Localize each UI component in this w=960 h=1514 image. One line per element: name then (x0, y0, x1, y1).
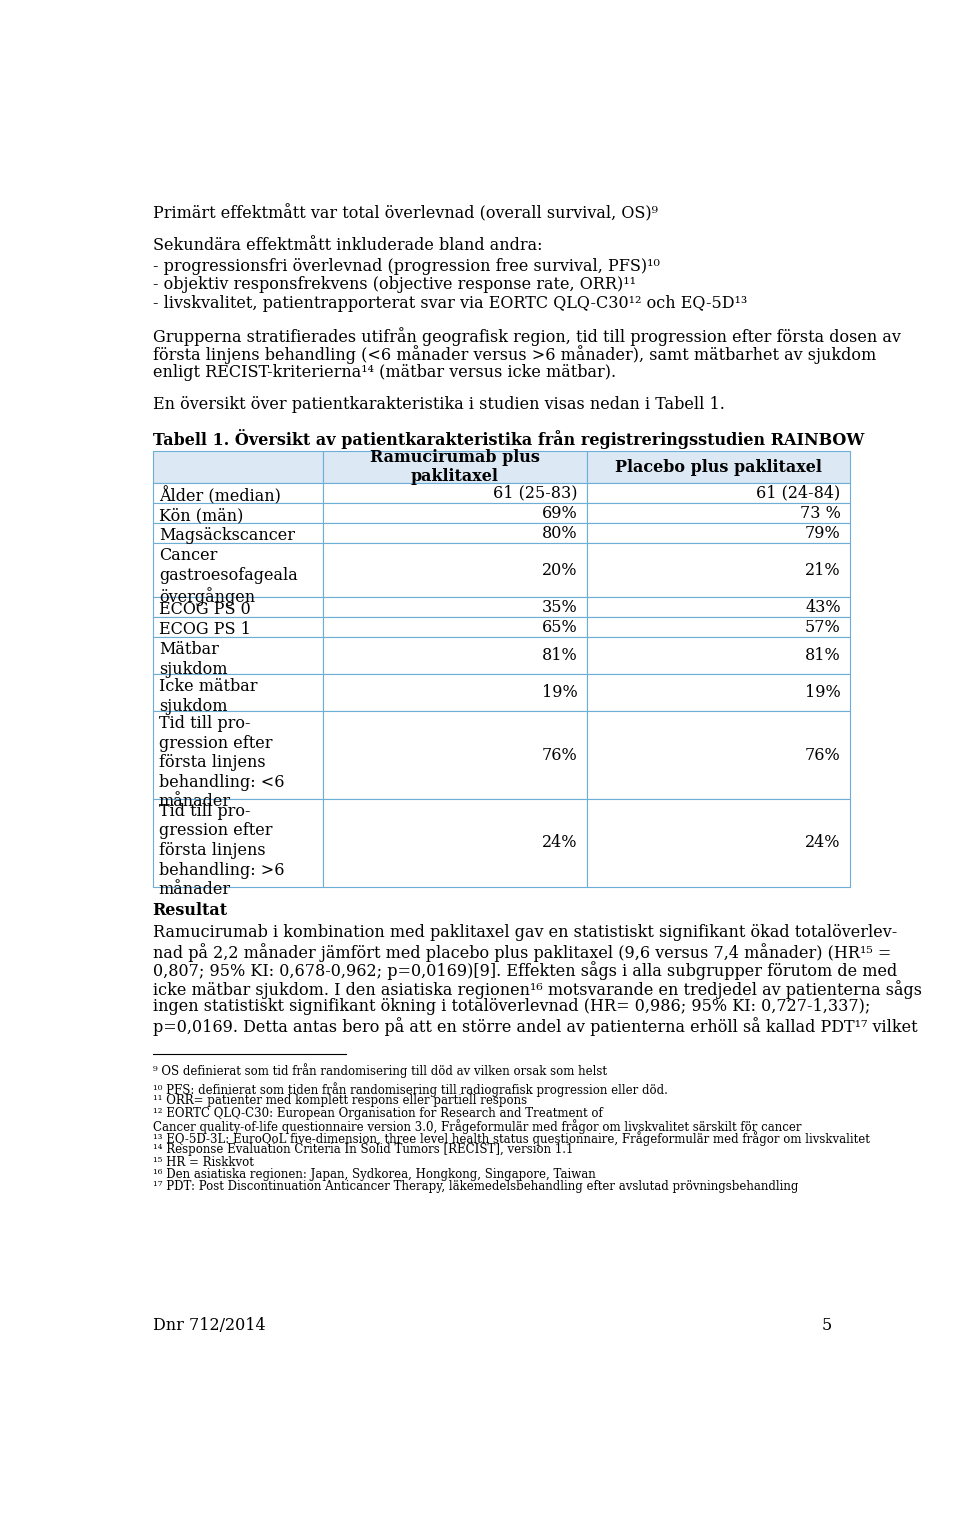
Bar (587, 674, 850, 712)
Text: 79%: 79% (805, 525, 841, 542)
Text: Placebo plus paklitaxel: Placebo plus paklitaxel (614, 459, 822, 475)
Bar (324, 524, 587, 544)
Text: Tid till pro-
gression efter
första linjens
behandling: >6
månader: Tid till pro- gression efter första linj… (158, 802, 284, 898)
Text: Resultat: Resultat (153, 902, 228, 919)
Bar (153, 799, 324, 887)
Bar (153, 451, 324, 483)
Text: Tid till pro-
gression efter
första linjens
behandling: <6
månader: Tid till pro- gression efter första linj… (158, 715, 284, 810)
Text: icke mätbar sjukdom. I den asiatiska regionen¹⁶ motsvarande en tredjedel av pati: icke mätbar sjukdom. I den asiatiska reg… (153, 980, 922, 999)
Text: första linjens behandling (<6 månader versus >6 månader), samt mätbarhet av sjuk: första linjens behandling (<6 månader ve… (153, 345, 876, 365)
Text: Magsäckscancer: Magsäckscancer (158, 527, 295, 544)
Bar (153, 483, 324, 503)
Text: Cancer
gastroesofageala
övergången: Cancer gastroesofageala övergången (158, 547, 298, 606)
Text: 76%: 76% (541, 746, 577, 763)
Text: Ålder (median): Ålder (median) (158, 488, 280, 506)
Text: ¹² EORTC QLQ-C30: European Organisation for Research and Treatment of: ¹² EORTC QLQ-C30: European Organisation … (153, 1107, 602, 1119)
Text: 19%: 19% (805, 684, 841, 701)
Text: ¹⁴ Response Evaluation Criteria In Solid Tumors [RECIST], version 1.1: ¹⁴ Response Evaluation Criteria In Solid… (153, 1143, 573, 1157)
Bar (587, 524, 850, 544)
Text: Tabell 1. Översikt av patientkarakteristika från registreringsstudien RAINBOW: Tabell 1. Översikt av patientkarakterist… (153, 428, 864, 448)
Text: 24%: 24% (805, 834, 841, 851)
Bar (324, 597, 587, 618)
Bar (324, 712, 587, 799)
Text: 65%: 65% (541, 619, 577, 636)
Text: Ramucirumab i kombination med paklitaxel gav en statistiskt signifikant ökad tot: Ramucirumab i kombination med paklitaxel… (153, 925, 897, 942)
Bar (153, 597, 324, 618)
Text: 69%: 69% (541, 504, 577, 522)
Text: ECOG PS 0: ECOG PS 0 (158, 601, 251, 618)
Text: 24%: 24% (541, 834, 577, 851)
Bar (324, 544, 587, 597)
Text: ¹⁷ PDT: Post Discontinuation Anticancer Therapy, läkemedelsbehandling efter avsl: ¹⁷ PDT: Post Discontinuation Anticancer … (153, 1179, 798, 1193)
Text: Mätbar
sjukdom: Mätbar sjukdom (158, 640, 228, 678)
Text: - progressionsfri överlevnad (progression free survival, PFS)¹⁰: - progressionsfri överlevnad (progressio… (153, 257, 660, 276)
Bar (324, 799, 587, 887)
Bar (587, 637, 850, 674)
Bar (153, 637, 324, 674)
Text: 5: 5 (821, 1317, 831, 1334)
Bar (587, 483, 850, 503)
Text: Sekundära effektmått inkluderade bland andra:: Sekundära effektmått inkluderade bland a… (153, 238, 542, 254)
Text: 35%: 35% (541, 598, 577, 616)
Bar (153, 674, 324, 712)
Text: 81%: 81% (541, 646, 577, 665)
Bar (153, 712, 324, 799)
Bar (153, 544, 324, 597)
Text: enligt RECIST-kriterierna¹⁴ (mätbar versus icke mätbar).: enligt RECIST-kriterierna¹⁴ (mätbar vers… (153, 363, 615, 382)
Bar (587, 503, 850, 524)
Bar (587, 712, 850, 799)
Text: Ramucirumab plus
paklitaxel: Ramucirumab plus paklitaxel (370, 448, 540, 486)
Text: 81%: 81% (805, 646, 841, 665)
Text: 61 (24-84): 61 (24-84) (756, 484, 841, 501)
Text: ingen statistiskt signifikant ökning i totalöverlevnad (HR= 0,986; 95% KI: 0,727: ingen statistiskt signifikant ökning i t… (153, 998, 870, 1016)
Text: 20%: 20% (541, 562, 577, 578)
Bar (324, 674, 587, 712)
Text: 61 (25-83): 61 (25-83) (492, 484, 577, 501)
Text: 43%: 43% (805, 598, 841, 616)
Text: ¹¹ ORR= patienter med komplett respons eller partiell respons: ¹¹ ORR= patienter med komplett respons e… (153, 1095, 527, 1107)
Bar (324, 451, 587, 483)
Text: 76%: 76% (805, 746, 841, 763)
Text: En översikt över patientkarakteristika i studien visas nedan i Tabell 1.: En översikt över patientkarakteristika i… (153, 397, 725, 413)
Bar (324, 637, 587, 674)
Bar (587, 618, 850, 637)
Text: nad på 2,2 månader jämfört med placebo plus paklitaxel (9,6 versus 7,4 månader) : nad på 2,2 månader jämfört med placebo p… (153, 943, 891, 961)
Text: 0,807; 95% KI: 0,678-0,962; p=0,0169)[9]. Effekten sågs i alla subgrupper föruto: 0,807; 95% KI: 0,678-0,962; p=0,0169)[9]… (153, 961, 897, 980)
Bar (587, 799, 850, 887)
Bar (324, 483, 587, 503)
Text: 80%: 80% (541, 525, 577, 542)
Text: ECOG PS 1: ECOG PS 1 (158, 621, 251, 637)
Text: - objektiv responsfrekvens (objective response rate, ORR)¹¹: - objektiv responsfrekvens (objective re… (153, 276, 636, 294)
Text: ¹⁶ Den asiatiska regionen: Japan, Sydkorea, Hongkong, Singapore, Taiwan: ¹⁶ Den asiatiska regionen: Japan, Sydkor… (153, 1167, 595, 1181)
Text: 73 %: 73 % (800, 504, 841, 522)
Text: - livskvalitet, patientrapporterat svar via EORTC QLQ-C30¹² och EQ-5D¹³: - livskvalitet, patientrapporterat svar … (153, 295, 747, 312)
Bar (153, 618, 324, 637)
Text: 57%: 57% (805, 619, 841, 636)
Text: ¹³ EQ-5D-3L: EuroQoL five-dimension, three level health status questionnaire, Fr: ¹³ EQ-5D-3L: EuroQoL five-dimension, thr… (153, 1131, 870, 1146)
Text: 21%: 21% (805, 562, 841, 578)
Text: ¹⁵ HR = Riskkvot: ¹⁵ HR = Riskkvot (153, 1155, 253, 1169)
Bar (153, 503, 324, 524)
Text: Primärt effektmått var total överlevnad (overall survival, OS)⁹: Primärt effektmått var total överlevnad … (153, 204, 658, 223)
Text: Icke mätbar
sjukdom: Icke mätbar sjukdom (158, 678, 257, 715)
Text: 19%: 19% (541, 684, 577, 701)
Bar (324, 618, 587, 637)
Text: ⁹ OS definierat som tid från randomisering till död av vilken orsak som helst: ⁹ OS definierat som tid från randomiseri… (153, 1063, 607, 1078)
Text: p=0,0169. Detta antas bero på att en större andel av patienterna erhöll så kalla: p=0,0169. Detta antas bero på att en stö… (153, 1016, 917, 1036)
Text: ¹⁰ PFS: definierat som tiden från randomisering till radiografisk progression el: ¹⁰ PFS: definierat som tiden från random… (153, 1083, 667, 1096)
Bar (153, 524, 324, 544)
Bar (324, 503, 587, 524)
Text: Dnr 712/2014: Dnr 712/2014 (153, 1317, 265, 1334)
Text: Grupperna stratifierades utifrån geografisk region, tid till progression efter f: Grupperna stratifierades utifrån geograf… (153, 327, 900, 347)
Bar (587, 451, 850, 483)
Bar (587, 597, 850, 618)
Text: Kön (män): Kön (män) (158, 507, 243, 524)
Bar (587, 544, 850, 597)
Text: Cancer quality-of-life questionnaire version 3.0, Frågeformulär med frågor om li: Cancer quality-of-life questionnaire ver… (153, 1119, 801, 1134)
